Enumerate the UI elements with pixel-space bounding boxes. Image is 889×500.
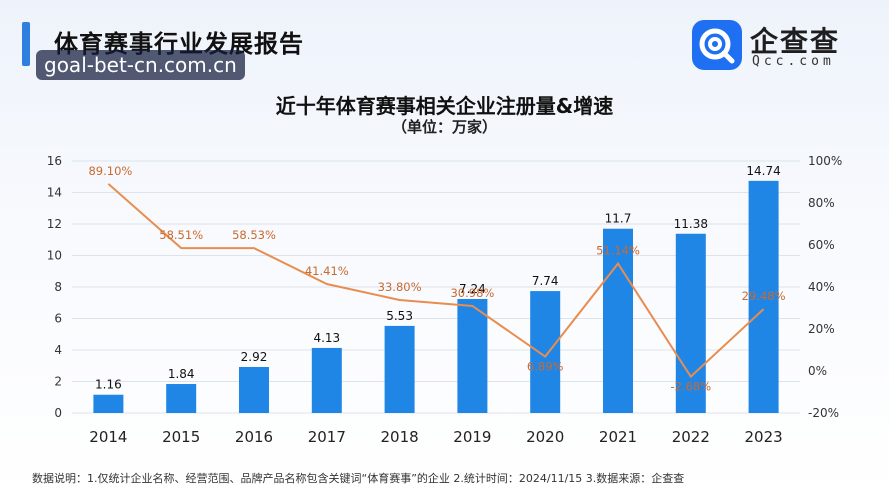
bar-value-label: 7.74 [532, 274, 559, 288]
chart-subtitle: （单位：万家） [391, 118, 497, 136]
x-tick-label: 2016 [235, 428, 273, 446]
x-tick-label: 2015 [162, 428, 200, 446]
y-left-tick-label: 8 [54, 280, 62, 294]
chart-title: 近十年体育赛事相关企业注册量&增速 [275, 94, 614, 118]
bar-2020 [530, 291, 561, 413]
bar-2021 [603, 228, 633, 413]
y-left-tick-label: 4 [54, 343, 62, 357]
y-right-tick-label: 80% [808, 196, 835, 210]
y-left-tick-label: 12 [47, 217, 62, 231]
x-tick-label: 2022 [672, 428, 710, 446]
bar-2022 [675, 233, 706, 413]
qcc-logo: 企查查 Qcc.com [692, 20, 872, 72]
y-right-tick-label: -20% [808, 406, 839, 420]
bar-value-label: 5.53 [386, 309, 413, 323]
y-right-tick-label: 20% [808, 322, 835, 336]
bar-2017 [311, 347, 342, 413]
bar-2019 [457, 298, 488, 413]
growth-rate-label: 58.53% [232, 228, 276, 242]
logo-name-en: Qcc.com [752, 54, 835, 69]
x-tick-label: 2014 [89, 428, 127, 446]
title-accent-bar [22, 22, 30, 66]
bar-value-label: 7.24 [459, 282, 486, 296]
bar-value-label: 1.84 [168, 367, 195, 381]
y-right-tick-label: 0% [808, 364, 827, 378]
footnote: 数据说明：1.仅统计企业名称、经营范围、品牌产品名称包含关键词“体育赛事”的企业… [32, 472, 685, 485]
bar-value-label: 2.92 [241, 350, 268, 364]
y-right-tick-label: 60% [808, 238, 835, 252]
x-tick-label: 2019 [453, 428, 491, 446]
bar-2018 [384, 325, 415, 413]
bar-value-label: 4.13 [313, 331, 340, 345]
x-tick-label: 2020 [526, 428, 564, 446]
growth-rate-label: 51.14% [596, 244, 640, 258]
x-tick-label: 2017 [308, 428, 346, 446]
y-left-tick-label: 6 [54, 312, 62, 326]
watermark-label: goal-bet-cn.com.cn [36, 50, 245, 80]
growth-rate-label: 33.80% [378, 280, 422, 294]
growth-rate-label: 41.41% [305, 264, 349, 278]
x-tick-label: 2018 [381, 428, 419, 446]
bar-value-label: 11.38 [674, 217, 708, 231]
y-left-tick-label: 10 [47, 249, 62, 263]
y-right-tick-label: 100% [808, 154, 842, 168]
growth-rate-label: 89.10% [88, 164, 132, 178]
growth-rate-label: 6.89% [527, 360, 564, 374]
growth-rate-line [107, 183, 765, 379]
bar-value-label: 14.74 [746, 164, 780, 178]
growth-rate-label: -2.68% [670, 380, 711, 394]
growth-rate-label: 30.98% [450, 286, 494, 300]
y-left-tick-label: 16 [47, 154, 62, 168]
y-left-tick-label: 0 [54, 406, 62, 420]
y-right-tick-label: 40% [808, 280, 835, 294]
bar-value-label: 1.16 [95, 378, 122, 392]
bar-2016 [239, 367, 269, 413]
bar-value-label: 11.7 [605, 212, 632, 226]
x-tick-label: 2023 [745, 428, 783, 446]
logo-name-cn: 企查查 [750, 25, 841, 58]
y-left-tick-label: 2 [54, 375, 62, 389]
x-tick-label: 2021 [599, 428, 637, 446]
bar-2023 [748, 180, 779, 413]
qcc-logo-icon [692, 20, 742, 70]
bar-2014 [93, 394, 124, 413]
bar-2015 [166, 384, 197, 413]
growth-rate-label: 58.51% [159, 228, 203, 242]
growth-rate-label: 29.48% [742, 289, 786, 303]
y-left-tick-label: 14 [47, 186, 62, 200]
